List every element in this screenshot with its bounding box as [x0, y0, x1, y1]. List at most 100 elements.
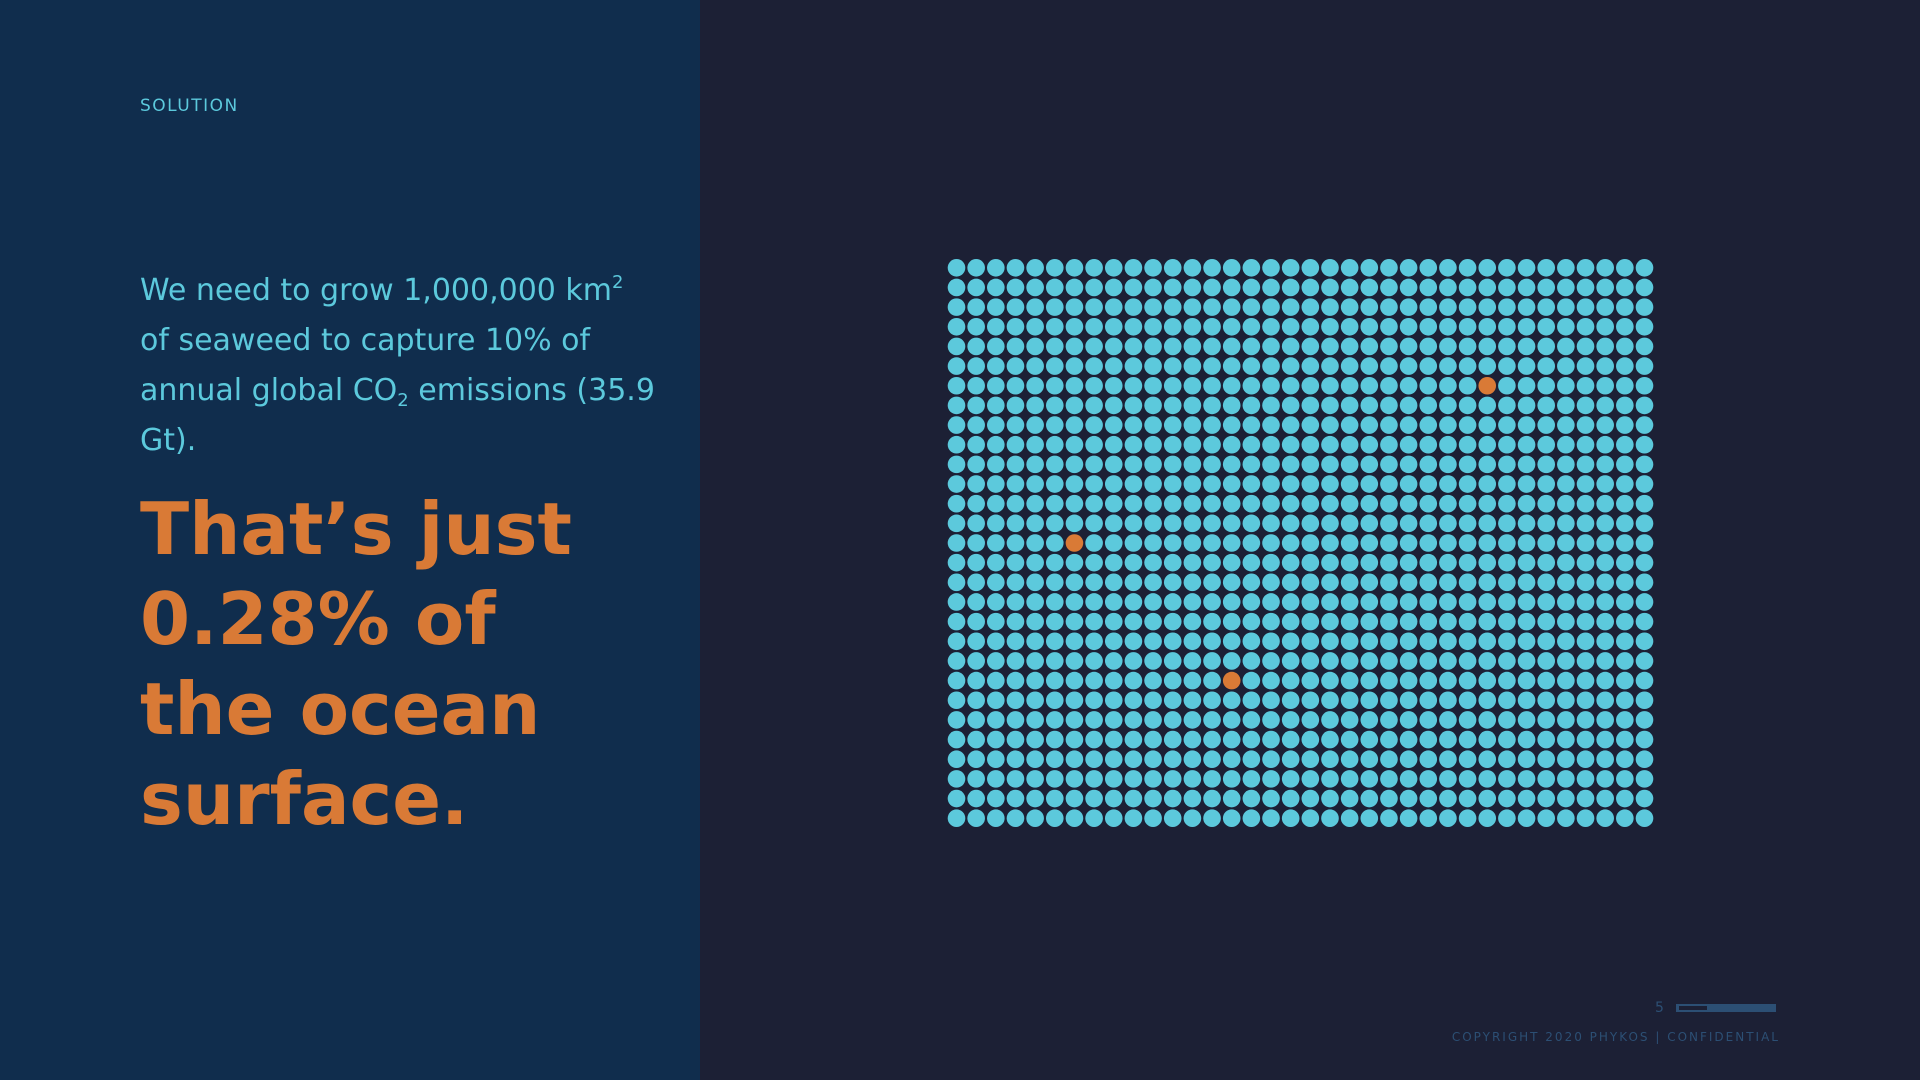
- grid-dot: [1360, 337, 1379, 356]
- grid-dot: [1065, 494, 1084, 513]
- grid-dot: [1006, 278, 1025, 297]
- grid-dot: [1242, 376, 1261, 395]
- grid-dot: [1439, 514, 1457, 533]
- grid-dot: [1360, 455, 1379, 474]
- grid-dot: [1085, 593, 1103, 611]
- grid-dot: [1340, 730, 1359, 749]
- grid-dot: [1557, 691, 1575, 710]
- grid-dot: [1085, 671, 1103, 690]
- grid-dot: [1085, 789, 1103, 808]
- grid-dot: [1380, 455, 1398, 474]
- grid-dot: [1006, 770, 1025, 788]
- grid-dot: [967, 691, 985, 710]
- grid-dot: [1439, 494, 1457, 513]
- grid-dot: [1596, 750, 1614, 769]
- grid-dot: [1104, 337, 1123, 356]
- grid-dot: [947, 750, 966, 769]
- grid-dot: [1183, 435, 1202, 454]
- grid-dot: [1360, 593, 1379, 611]
- grid-dot: [1144, 337, 1162, 356]
- grid-dot: [1144, 317, 1162, 336]
- grid-dot: [1399, 475, 1418, 493]
- grid-dot: [1340, 612, 1359, 631]
- grid-dot: [1163, 376, 1182, 395]
- grid-dot: [1340, 416, 1359, 434]
- grid-dot: [967, 494, 985, 513]
- grid-dot: [1163, 770, 1182, 788]
- grid-dot: [1242, 298, 1261, 316]
- grid-dot: [1340, 809, 1359, 827]
- grid-dot: [1458, 298, 1477, 316]
- grid-dot: [1045, 514, 1064, 533]
- grid-dot: [1222, 534, 1241, 552]
- grid-dot: [947, 416, 966, 434]
- grid-dot: [1478, 573, 1497, 592]
- grid-dot: [1045, 357, 1064, 375]
- page-progress-fill: [1678, 1006, 1708, 1010]
- grid-dot: [1006, 337, 1025, 356]
- grid-dot: [1301, 612, 1320, 631]
- grid-dot: [1340, 494, 1359, 513]
- grid-dot: [1596, 494, 1614, 513]
- grid-dot: [1065, 573, 1084, 592]
- grid-dot: [1439, 278, 1457, 297]
- grid-dot: [1419, 593, 1438, 611]
- grid-dot: [1399, 494, 1418, 513]
- grid-dot: [1576, 376, 1595, 395]
- grid-dot: [1419, 376, 1438, 395]
- grid-dot: [1458, 652, 1477, 670]
- grid-dot: [1478, 357, 1497, 375]
- grid-dot: [1478, 455, 1497, 474]
- grid-dot: [1085, 691, 1103, 710]
- grid-dot: [1006, 691, 1025, 710]
- grid-dot: [1616, 475, 1634, 493]
- grid-dot: [1222, 494, 1241, 513]
- grid-dot: [1576, 317, 1595, 336]
- grid-dot: [1104, 750, 1123, 769]
- grid-dot: [1301, 357, 1320, 375]
- grid-dot: [1045, 573, 1064, 592]
- grid-dot: [1222, 259, 1241, 277]
- grid-dot: [1203, 789, 1221, 808]
- grid-dot: [1242, 337, 1261, 356]
- grid-dot: [1635, 455, 1654, 474]
- grid-dot: [1596, 770, 1614, 788]
- grid-dot: [1104, 770, 1123, 788]
- grid-dot: [1498, 259, 1516, 277]
- grid-dot: [1281, 298, 1300, 316]
- grid-dot: [1419, 278, 1438, 297]
- grid-dot: [1242, 691, 1261, 710]
- page-progress-bar: [1675, 1004, 1776, 1012]
- grid-dot: [1065, 317, 1084, 336]
- grid-dot: [1576, 789, 1595, 808]
- grid-dot: [1006, 416, 1025, 434]
- grid-dot: [967, 770, 985, 788]
- grid-dot: [1281, 593, 1300, 611]
- grid-dot: [1144, 671, 1162, 690]
- grid-dot: [1104, 573, 1123, 592]
- grid-dot: [1065, 553, 1084, 572]
- grid-dot: [1635, 475, 1654, 493]
- grid-dot: [987, 789, 1005, 808]
- grid-dot: [1360, 475, 1379, 493]
- grid-dot: [1635, 376, 1654, 395]
- grid-dot: [1517, 396, 1536, 415]
- grid-dot: [1380, 750, 1398, 769]
- grid-dot: [1222, 750, 1241, 769]
- grid-dot: [1321, 750, 1339, 769]
- grid-dot: [1085, 475, 1103, 493]
- grid-dot: [1262, 711, 1280, 729]
- grid-dot: [1203, 553, 1221, 572]
- grid-dot: [1124, 416, 1143, 434]
- grid-dot: [1281, 396, 1300, 415]
- grid-dot: [1616, 553, 1634, 572]
- grid-dot: [1557, 259, 1575, 277]
- grid-dot: [1635, 711, 1654, 729]
- grid-dot: [1458, 259, 1477, 277]
- grid-dot: [1144, 376, 1162, 395]
- grid-dot: [1104, 612, 1123, 631]
- grid-dot: [947, 730, 966, 749]
- grid-dot: [987, 671, 1005, 690]
- grid-dot: [1360, 534, 1379, 552]
- grid-dot: [1498, 278, 1516, 297]
